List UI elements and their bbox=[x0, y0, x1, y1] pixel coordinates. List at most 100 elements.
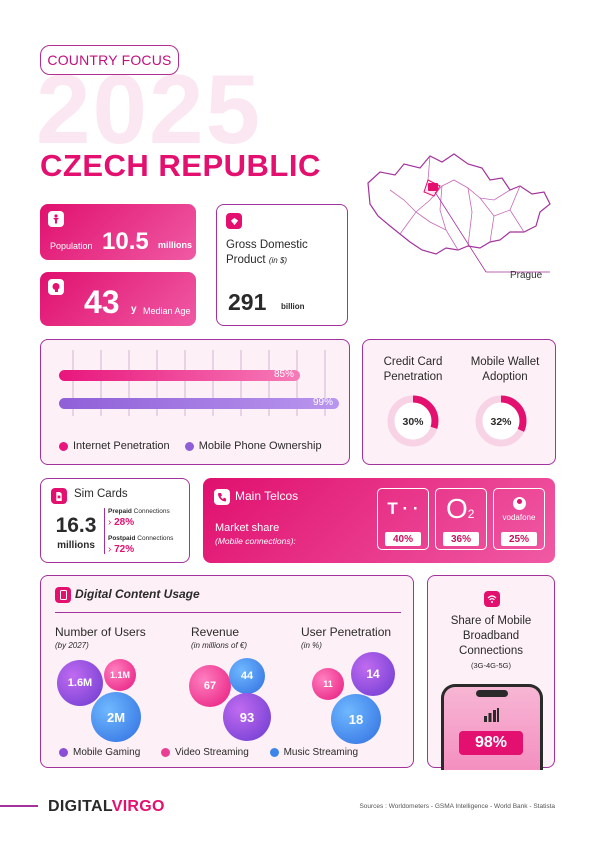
penetration-title: User Penetration bbox=[301, 625, 392, 639]
users-title: Number of Users bbox=[55, 625, 146, 639]
revenue-note: (in millions of €) bbox=[191, 641, 248, 650]
postpaid-value-wrap: › 72% bbox=[108, 544, 134, 555]
content-legend: Mobile Gaming Video Streaming Music Stre… bbox=[59, 747, 358, 758]
brand-logo-a: DIGITAL bbox=[48, 798, 112, 815]
median-age-suffix: y bbox=[131, 304, 137, 315]
mbb-value: 98% bbox=[459, 731, 523, 755]
donut-value-arc bbox=[475, 395, 527, 447]
o2-tile: O2 36% bbox=[435, 488, 487, 550]
postpaid-label: Postpaid bbox=[108, 535, 136, 542]
brand-logo-b: VIRGO bbox=[111, 798, 165, 815]
donut-center bbox=[482, 402, 520, 440]
sim-title: Sim Cards bbox=[74, 488, 128, 500]
gdp-title: Gross Domestic Product bbox=[226, 239, 308, 266]
prepaid-label: Prepaid bbox=[108, 508, 132, 515]
postpaid-value: 72% bbox=[114, 544, 135, 555]
brand-logo: DIGITALVIRGO bbox=[48, 798, 165, 816]
phone-notch bbox=[476, 690, 508, 697]
legend-gaming: Mobile Gaming bbox=[73, 747, 141, 758]
wifi-icon bbox=[484, 591, 500, 607]
market-share-note: (Mobile connections): bbox=[215, 536, 296, 546]
o2-logo: O2 bbox=[446, 493, 474, 525]
gdp-unit: billion bbox=[281, 302, 305, 311]
diamond-icon bbox=[226, 213, 242, 229]
median-age-card: 43 y Median Age bbox=[40, 272, 196, 326]
prepaid-value-wrap: › 28% bbox=[108, 517, 134, 528]
prepaid-suffix: Connections bbox=[133, 508, 170, 515]
penetration-music-bubble: 18 bbox=[331, 694, 381, 744]
chevron-right-icon: › bbox=[108, 544, 112, 555]
mobile-broadband-card: Share of Mobile Broadband Connections (3… bbox=[427, 575, 555, 770]
wallet-title-1: Mobile Wallet bbox=[470, 356, 540, 368]
penetration-note: (in %) bbox=[301, 641, 322, 650]
mbb-title-2: Broadband bbox=[462, 630, 520, 642]
sim-card-icon bbox=[51, 488, 67, 504]
sim-unit: millions bbox=[57, 540, 95, 551]
phone-icon bbox=[214, 489, 230, 505]
population-label: Population bbox=[50, 241, 93, 251]
signal-bars-icon bbox=[484, 708, 499, 722]
mobile-ownership-bar: 99% bbox=[59, 397, 339, 409]
adoption-card: Credit Card Penetration Mobile Wallet Ad… bbox=[362, 339, 556, 465]
donut-center bbox=[394, 402, 432, 440]
penetration-bars-card: 85% 99% Internet Penetration Mobile Phon… bbox=[40, 339, 350, 465]
footer-rule bbox=[0, 805, 38, 807]
gdp-card: Gross Domestic Product (in $) 291 billio… bbox=[216, 204, 348, 326]
telcos-title: Main Telcos bbox=[235, 489, 299, 503]
credit-card-value: 30% bbox=[402, 416, 424, 428]
t-mobile-tile: T · · 40% bbox=[377, 488, 429, 550]
users-video-bubble: 1.1M bbox=[104, 659, 136, 691]
revenue-video-bubble: 67 bbox=[189, 665, 231, 707]
phone-illustration: 98% bbox=[441, 684, 543, 770]
czech-map bbox=[367, 153, 551, 273]
revenue-music-bubble: 44 bbox=[229, 658, 265, 694]
o2-share: 36% bbox=[443, 532, 479, 546]
revenue-gaming-bubble: 93 bbox=[223, 693, 271, 741]
vodafone-logo: vodafone bbox=[502, 513, 536, 522]
sources: Sources : Worldometers - GSMA Intelligen… bbox=[359, 803, 555, 810]
chevron-right-icon: › bbox=[108, 517, 112, 528]
median-age-value: 43 bbox=[84, 284, 120, 320]
legend-music: Music Streaming bbox=[283, 747, 359, 758]
median-age-label: Median Age bbox=[143, 306, 191, 316]
bar-legend: Internet Penetration Mobile Phone Owners… bbox=[59, 440, 322, 452]
title-divider bbox=[55, 612, 401, 613]
wallet-donut bbox=[475, 395, 527, 447]
mbb-title-1: Share of Mobile bbox=[450, 615, 532, 627]
users-note: (by 2027) bbox=[55, 641, 89, 650]
wallet-value: 32% bbox=[490, 416, 512, 428]
t-mobile-share: 40% bbox=[385, 532, 421, 546]
gdp-value: 291 bbox=[228, 289, 267, 315]
gdp-unit-note: (in $) bbox=[268, 256, 288, 265]
credit-card-donut bbox=[387, 395, 439, 447]
o2-logo-letter: O bbox=[446, 493, 468, 524]
penetration-gaming-bubble: 14 bbox=[351, 652, 395, 696]
population-card: Population 10.5 millions bbox=[40, 204, 196, 260]
sim-value: 16.3 bbox=[55, 514, 97, 537]
vodafone-share: 25% bbox=[501, 532, 537, 546]
population-unit: millions bbox=[158, 240, 193, 250]
users-gaming-bubble: 1.6M bbox=[57, 660, 103, 706]
mobile-ownership-value: 99% bbox=[312, 397, 333, 408]
users-music-bubble: 2M bbox=[91, 692, 141, 742]
market-share-label: Market share bbox=[215, 522, 280, 534]
credit-card-title-2: Penetration bbox=[383, 371, 443, 383]
digital-content-card: Digital Content Usage Number of Users (b… bbox=[40, 575, 414, 768]
postpaid-suffix: Connections bbox=[137, 535, 174, 542]
country-focus-tag: COUNTRY FOCUS bbox=[40, 45, 179, 75]
legend-dot-mobile bbox=[184, 441, 194, 451]
head-icon bbox=[48, 279, 64, 295]
vodafone-tile: vodafone 25% bbox=[493, 488, 545, 550]
legend-mobile: Mobile Phone Ownership bbox=[198, 440, 322, 452]
mbb-note: (3G-4G-5G) bbox=[470, 661, 511, 670]
legend-internet: Internet Penetration bbox=[73, 440, 170, 452]
population-value: 10.5 bbox=[102, 228, 149, 255]
mbb-title-3: Connections bbox=[459, 645, 523, 657]
legend-dot-gaming bbox=[59, 747, 68, 757]
prepaid-value: 28% bbox=[114, 517, 135, 528]
legend-dot-video bbox=[161, 747, 171, 757]
penetration-video-bubble: 11 bbox=[312, 668, 344, 700]
sim-divider bbox=[104, 508, 105, 554]
smartphone-icon bbox=[55, 587, 71, 603]
o2-logo-sub: 2 bbox=[467, 507, 475, 521]
